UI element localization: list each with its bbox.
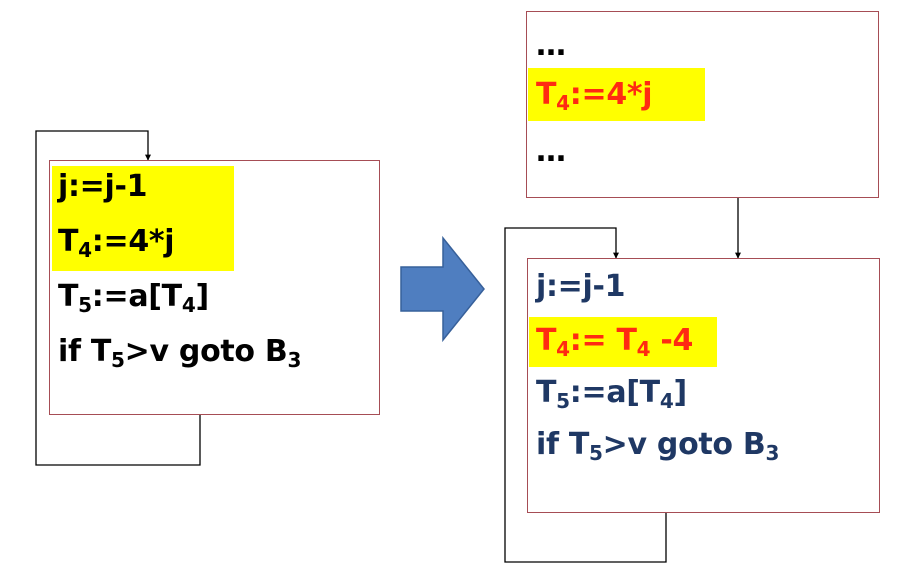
right-loop-back-edge <box>504 227 667 563</box>
left-stmt-t5-assign: T5:=a[T4] <box>58 279 209 317</box>
right-stmt-t5-assign: T5:=a[T4] <box>536 375 687 413</box>
right-stmt-j-decrement: j:=j-1 <box>536 269 626 304</box>
right-block-arrow-icon <box>400 235 485 343</box>
left-loop-back-edge <box>35 130 201 466</box>
right-top-ellipsis-2: … <box>536 134 566 169</box>
left-stmt-t4-assign: T4:=4*j <box>58 224 175 262</box>
right-stmt-if-goto: if T5>v goto B3 <box>536 427 780 465</box>
left-stmt-j-decrement: j:=j-1 <box>58 169 148 204</box>
right-stmt-t4-reduced: T4:= T4 -4 <box>536 323 694 361</box>
right-top-ellipsis-1: … <box>536 28 566 63</box>
right-top-t4-assign: T4:=4*j <box>536 77 653 115</box>
left-highlight <box>52 166 234 271</box>
right-bottom-highlight <box>529 317 717 367</box>
left-stmt-if-goto: if T5>v goto B3 <box>58 334 302 372</box>
right-top-highlight <box>528 68 705 121</box>
basic-block-optimized <box>527 258 880 513</box>
